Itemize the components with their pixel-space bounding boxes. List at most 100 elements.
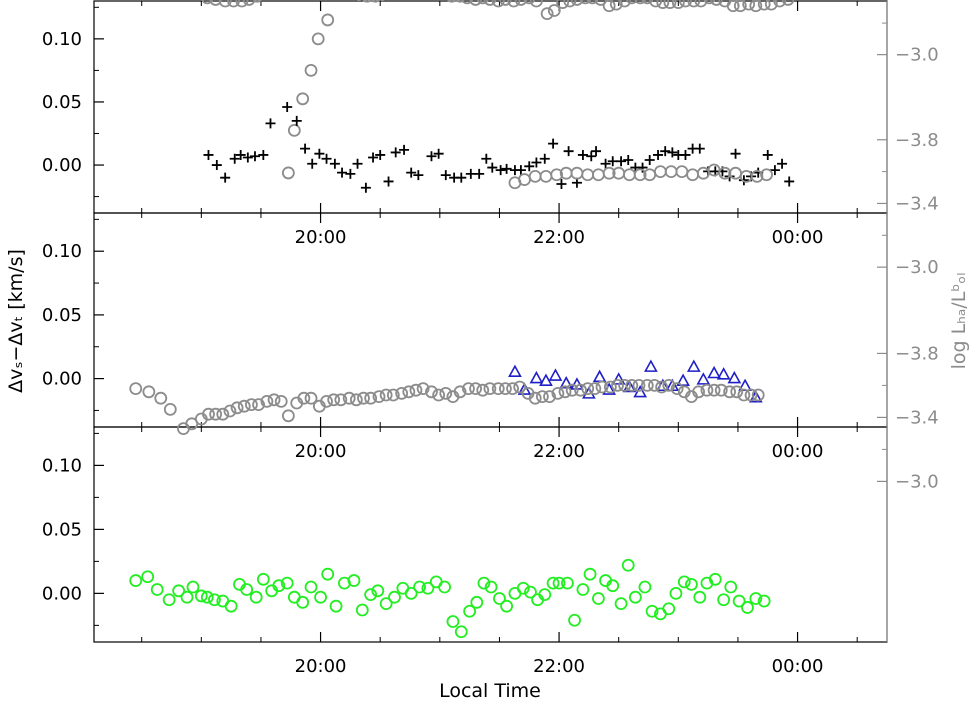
panel-3-frame [93, 426, 888, 643]
velocity-point [446, 615, 460, 628]
velocity-point [399, 144, 410, 155]
luminosity-point [750, 169, 764, 183]
velocity-point [249, 151, 260, 162]
luminosity-point [655, 380, 669, 394]
luminosity-point [386, 388, 400, 402]
velocity-point [172, 584, 186, 598]
luminosity-point [296, 92, 310, 106]
luminosity-point [707, 383, 721, 397]
y-tick-label: 0.00 [42, 583, 82, 604]
luminosity-point [252, 398, 265, 412]
luminosity-point [574, 383, 587, 397]
luminosity-point [641, 0, 654, 5]
luminosity-point [570, 166, 584, 180]
luminosity-point [703, 0, 716, 5]
velocity-point [280, 576, 294, 590]
luminosity-point [686, 168, 700, 182]
luminosity-point [528, 391, 542, 405]
luminosity-point [274, 395, 288, 408]
velocity-point [568, 613, 581, 627]
velocity-point [375, 149, 386, 160]
luminosity-point [499, 382, 512, 396]
luminosity-point [523, 0, 536, 5]
velocity-point [388, 590, 401, 604]
velocity-point [667, 147, 678, 158]
velocity-point [591, 146, 602, 157]
right-tick-label: −3.0 [895, 257, 939, 278]
luminosity-point [242, 0, 256, 6]
velocity-point [669, 586, 683, 600]
velocity-point [454, 625, 468, 639]
velocity-point [360, 182, 371, 193]
velocity-point [592, 369, 607, 383]
luminosity-point [594, 0, 608, 6]
velocity-point [352, 158, 363, 169]
velocity-point [644, 359, 658, 372]
luminosity-point [462, 382, 475, 396]
velocity-point [300, 143, 311, 154]
luminosity-point [570, 0, 584, 6]
luminosity-point [744, 388, 758, 402]
luminosity-point [334, 393, 348, 407]
velocity-point [577, 149, 588, 160]
luminosity-point [670, 382, 684, 396]
velocity-point [208, 593, 221, 607]
luminosity-point [675, 165, 689, 179]
velocity-point [716, 367, 731, 380]
luminosity-point [357, 391, 370, 405]
luminosity-point [476, 0, 489, 5]
velocity-point [508, 364, 522, 378]
luminosity-point [218, 0, 232, 8]
right-axis-label: log Lₕₐ/Lᵇₒₗ [948, 273, 970, 370]
luminosity-point [611, 379, 624, 392]
luminosity-point [634, 0, 647, 5]
luminosity-point [507, 0, 521, 8]
luminosity-point [416, 382, 430, 396]
luminosity-point [625, 379, 639, 392]
luminosity-point [551, 387, 565, 400]
velocity-point [477, 576, 491, 590]
velocity-point [559, 376, 574, 389]
luminosity-point [395, 387, 409, 400]
luminosity-point [760, 168, 773, 182]
luminosity-point [540, 7, 554, 21]
luminosity-point [581, 168, 595, 182]
velocity-point [296, 595, 310, 609]
velocity-point [463, 604, 477, 618]
velocity-point [623, 155, 634, 165]
velocity-point [561, 576, 574, 590]
luminosity-point [550, 168, 564, 182]
luminosity-point [595, 380, 609, 394]
luminosity-point [654, 165, 667, 179]
velocity-point [456, 172, 467, 183]
luminosity-point [235, 0, 249, 8]
luminosity-point [177, 422, 190, 435]
velocity-point [337, 167, 348, 178]
velocity-point [291, 115, 302, 126]
luminosity-point [281, 409, 295, 423]
velocity-point [677, 575, 691, 589]
luminosity-point [563, 0, 577, 8]
y-tick-label: 0.10 [42, 29, 82, 50]
velocity-point [686, 359, 701, 372]
velocity-point [304, 580, 318, 594]
luminosity-point [663, 0, 677, 9]
luminosity-point [372, 390, 386, 404]
y-tick-label: 0.05 [42, 305, 82, 326]
velocity-point [487, 162, 498, 173]
luminosity-point [461, 0, 474, 5]
luminosity-point [764, 0, 778, 11]
velocity-point [481, 153, 492, 164]
luminosity-point [453, 385, 467, 399]
luminosity-point [349, 393, 363, 407]
velocity-point [653, 149, 664, 160]
y-tick-label: 0.00 [42, 155, 82, 176]
velocity-point [235, 149, 246, 160]
luminosity-point [696, 166, 710, 180]
velocity-point [438, 580, 451, 594]
velocity-point [240, 583, 254, 596]
velocity-point [440, 170, 451, 181]
velocity-point [576, 583, 590, 596]
velocity-point [696, 372, 711, 385]
velocity-point [638, 580, 652, 594]
